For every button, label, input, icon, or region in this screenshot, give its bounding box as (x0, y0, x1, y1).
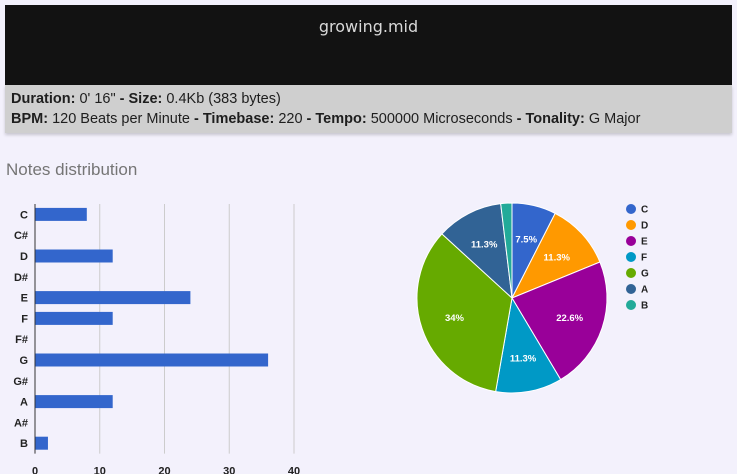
size-label: - Size: (119, 91, 163, 107)
legend-marker-d (626, 220, 636, 230)
pie-slice-g (416, 233, 513, 393)
notes-distribution-title: Notes distribution (6, 160, 138, 179)
pie-slice-b (500, 202, 513, 299)
category-label-c: C (20, 209, 28, 221)
category-label-a-sharp: A# (14, 417, 28, 429)
legend-label-d: D (641, 221, 648, 232)
pie-slice-d (510, 212, 601, 299)
legend-label-g: G (641, 269, 649, 280)
pie-slice-e (511, 261, 608, 381)
file-header: growing.mid (5, 5, 732, 85)
bar-e (35, 291, 191, 305)
size-value: 0.4Kb (383 bytes) (162, 91, 281, 107)
duration-label: Duration: (11, 91, 76, 107)
bar-g (35, 353, 269, 367)
x-tick-label-40: 40 (288, 466, 300, 474)
legend-label-c: C (641, 205, 648, 216)
legend-marker-a (626, 284, 636, 294)
bpm-value: 120 Beats per Minute (48, 111, 194, 127)
duration-value: 0' 16" (75, 91, 120, 107)
pie-label-g: 34% (445, 313, 465, 324)
legend-label-b: B (641, 301, 648, 312)
bar-b (35, 436, 48, 450)
legend-marker-f (626, 252, 636, 262)
tonality-value: G Major (584, 111, 641, 127)
bar-a (35, 395, 113, 409)
legend-marker-g (626, 268, 636, 278)
pie-label-d: 11.3% (544, 252, 571, 263)
category-label-f: F (21, 313, 28, 325)
legend-marker-c (626, 204, 636, 214)
bar-d (35, 249, 113, 263)
file-title: growing.mid (318, 17, 419, 36)
category-label-d: D (20, 251, 28, 263)
pie-slice-a (441, 203, 513, 300)
info-line-1: Duration: 0' 16" - Size: 0.4Kb (383 byte… (11, 91, 281, 107)
category-label-b: B (20, 438, 28, 450)
legend-label-e: E (641, 237, 648, 248)
bar-c (35, 207, 87, 221)
tempo-label: - Tempo: (306, 111, 367, 127)
category-label-e: E (21, 293, 28, 305)
bpm-label: BPM: (11, 111, 49, 127)
timebase-value: 220 (274, 111, 307, 127)
category-label-d-sharp: D# (14, 272, 28, 284)
pie-label-f: 11.3% (510, 353, 537, 364)
x-tick-label-0: 0 (32, 466, 38, 474)
notes-bar-chart: C C# D D# EF F# G G# A A# B 0 10 20 30 40 (13, 204, 300, 474)
pie-label-c: 7.5% (515, 234, 537, 245)
x-tick-label-30: 30 (223, 466, 235, 474)
category-label-a: A (20, 397, 28, 409)
legend-label-a: A (641, 285, 648, 296)
legend-label-f: F (641, 253, 647, 264)
category-label-g-sharp: G# (13, 376, 28, 388)
pie-label-a: 11.3% (471, 239, 498, 250)
category-label-f-sharp: F# (15, 334, 28, 346)
legend-marker-b (626, 300, 636, 310)
tempo-value: 500000 Microseconds (366, 111, 517, 127)
bar-f (35, 311, 113, 325)
pie-label-e: 22.6% (556, 313, 583, 324)
category-label-g: G (19, 355, 28, 367)
x-tick-label-10: 10 (94, 466, 106, 474)
pie-slice-f (495, 296, 562, 394)
x-tick-label-20: 20 (158, 466, 170, 474)
timebase-label: - Timebase: (193, 111, 275, 127)
info-line-2: BPM: 120 Beats per Minute - Timebase: 22… (11, 111, 640, 127)
category-label-c-sharp: C# (14, 230, 28, 242)
file-info-panel: Duration: 0' 16" - Size: 0.4Kb (383 byte… (5, 85, 732, 133)
legend-marker-e (626, 236, 636, 246)
tonality-label: - Tonality: (516, 111, 585, 127)
